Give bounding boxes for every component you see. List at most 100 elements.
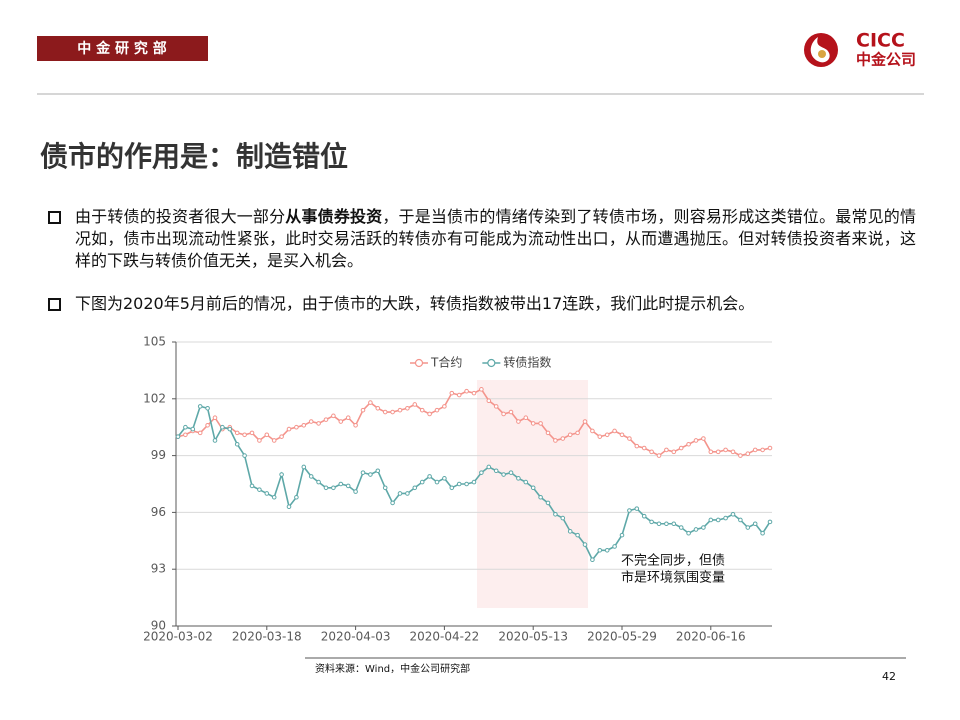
- data-point: [427, 411, 432, 417]
- data-point: [686, 530, 691, 536]
- data-point: [405, 405, 410, 411]
- data-point: [419, 479, 425, 485]
- data-point: [449, 390, 455, 396]
- logo-cn: 中金公司: [856, 51, 916, 69]
- legend-marker: [487, 358, 496, 368]
- legend-label: T合约: [430, 355, 462, 370]
- data-point: [641, 445, 647, 451]
- data-point: [738, 453, 743, 458]
- data-point: [723, 447, 728, 453]
- data-point: [649, 519, 654, 525]
- data-point: [523, 415, 529, 421]
- data-point: [493, 468, 499, 474]
- x-tick-label: 2020-04-22: [410, 630, 480, 644]
- data-point: [664, 521, 669, 527]
- data-point: [382, 485, 388, 491]
- data-point: [264, 432, 270, 438]
- data-point: [560, 436, 566, 441]
- data-point: [234, 430, 240, 436]
- data-point: [360, 470, 366, 475]
- data-point: [538, 421, 543, 426]
- data-point: [567, 529, 573, 534]
- data-point: [619, 532, 625, 538]
- data-point: [479, 387, 484, 392]
- data-point: [286, 504, 292, 510]
- data-point: [686, 441, 691, 447]
- data-point: [582, 542, 588, 547]
- data-point: [567, 432, 573, 438]
- data-point: [715, 517, 721, 523]
- data-point: [397, 491, 403, 496]
- data-point: [390, 500, 395, 506]
- data-point: [560, 515, 566, 521]
- department: 中 金 研 究 部: [77, 40, 167, 57]
- data-point: [678, 525, 684, 530]
- data-point: [545, 430, 551, 436]
- legend-label: 转债指数: [503, 355, 551, 370]
- x-tick-label: 2020-06-16: [676, 630, 746, 644]
- annotation: 市是环境氛围变量: [621, 570, 725, 586]
- data-point: [693, 438, 699, 443]
- data-point: [493, 404, 499, 409]
- data-point: [331, 485, 336, 491]
- data-point: [427, 474, 432, 479]
- y-tick-label: 93: [151, 562, 166, 576]
- data-point: [308, 474, 314, 479]
- data-point: [234, 441, 240, 447]
- data-point: [501, 411, 506, 417]
- data-point: [412, 485, 418, 491]
- data-point: [590, 557, 595, 563]
- data-point: [701, 436, 706, 441]
- data-point: [530, 485, 536, 491]
- data-point: [271, 438, 277, 443]
- data-point: [767, 519, 773, 525]
- data-point: [530, 421, 536, 426]
- annotation: 不完全同步，但债: [621, 553, 725, 569]
- data-point: [545, 500, 551, 506]
- data-point: [205, 423, 210, 428]
- data-point: [730, 511, 736, 517]
- data-point: [612, 544, 617, 549]
- data-point: [486, 464, 492, 470]
- data-point: [316, 479, 321, 485]
- data-point: [634, 443, 640, 449]
- data-point: [375, 405, 381, 411]
- data-point: [656, 453, 662, 458]
- data-point: [397, 407, 403, 413]
- highlight-region: [477, 380, 588, 608]
- data-point: [508, 409, 514, 415]
- bullet: 下图为2020年5月前后的情况，由于债市的大跌，转债指数被带出17连跌，我们此时…: [48, 293, 916, 315]
- data-point: [701, 525, 706, 530]
- data-point: [368, 400, 373, 405]
- data-point: [582, 419, 588, 424]
- data-point: [708, 517, 714, 523]
- data-point: [664, 447, 669, 453]
- data-point: [294, 494, 299, 500]
- data-point: [597, 547, 603, 553]
- data-point: [590, 428, 595, 434]
- data-point: [227, 426, 233, 432]
- data-point: [323, 485, 329, 491]
- y-tick-label: 102: [143, 391, 166, 405]
- data-point: [715, 449, 721, 455]
- data-point: [442, 404, 447, 409]
- data-point: [641, 513, 647, 519]
- data-point: [249, 483, 255, 489]
- data-point: [175, 434, 181, 439]
- department-box: [37, 36, 208, 61]
- data-point: [508, 470, 514, 475]
- data-point: [197, 430, 203, 436]
- data-point: [434, 479, 440, 485]
- data-point: [523, 479, 529, 485]
- data-point: [486, 398, 492, 403]
- data-point: [257, 438, 262, 443]
- data-point: [212, 438, 218, 443]
- data-point: [516, 476, 521, 481]
- data-point: [242, 432, 247, 438]
- data-point: [479, 470, 484, 475]
- data-point: [752, 521, 758, 527]
- data-point: [353, 423, 358, 428]
- data-point: [279, 472, 284, 477]
- data-point: [612, 428, 617, 434]
